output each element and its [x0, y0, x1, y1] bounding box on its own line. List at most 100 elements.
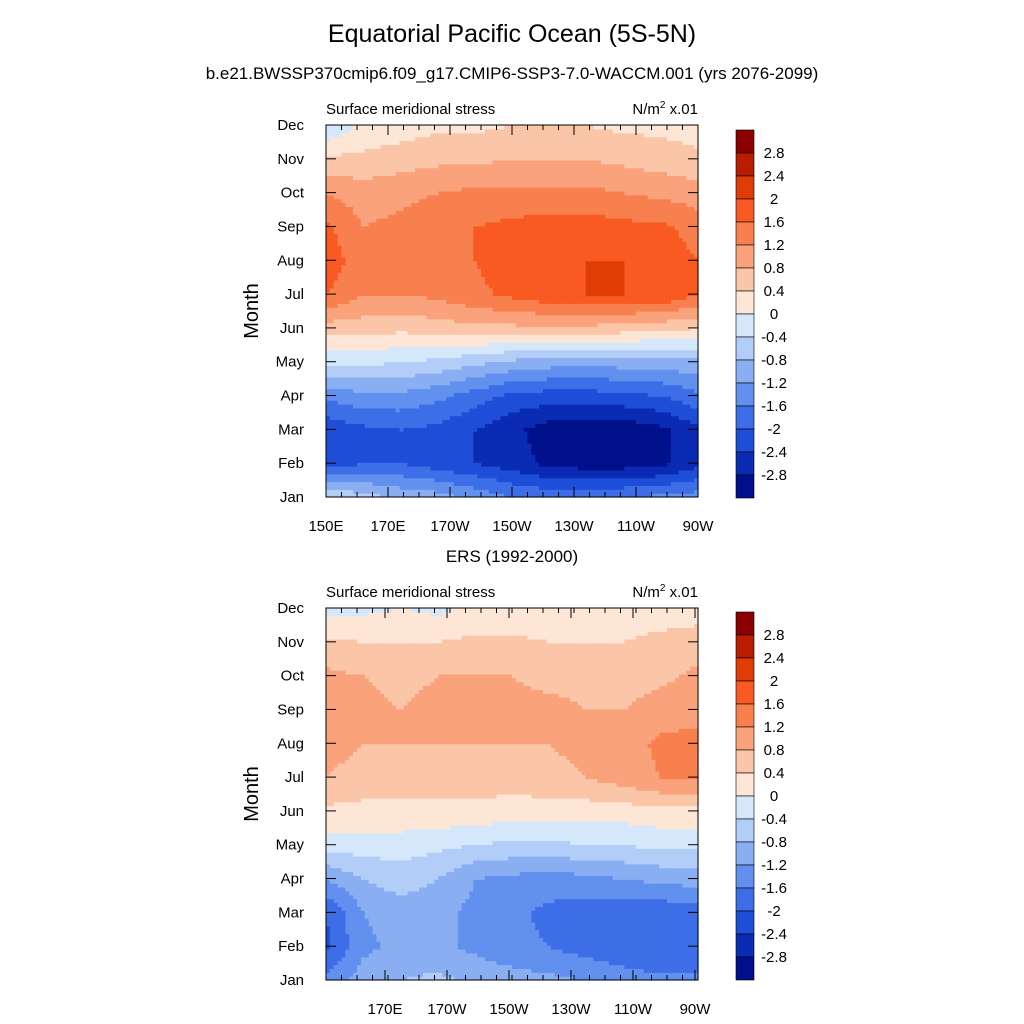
heatmap-cell — [427, 462, 431, 466]
heatmap-cell — [652, 412, 656, 416]
heatmap-cell — [512, 377, 516, 381]
heatmap-cell — [535, 427, 539, 431]
heatmap-cell — [400, 327, 404, 331]
heatmap-cell — [338, 443, 342, 447]
heatmap-cell — [357, 474, 361, 478]
heatmap-cell — [330, 416, 334, 420]
heatmap-cell — [590, 385, 594, 389]
heatmap-cell — [535, 365, 539, 369]
heatmap-cell — [477, 330, 481, 334]
heatmap-cell — [667, 400, 671, 404]
heatmap-cell — [450, 330, 454, 334]
heatmap-cell — [605, 338, 609, 342]
heatmap-cell — [365, 346, 369, 350]
heatmap-cell — [597, 307, 601, 311]
heatmap-cell — [593, 458, 597, 462]
heatmap-cell — [590, 420, 594, 424]
heatmap-cell — [361, 311, 365, 315]
heatmap-cell — [435, 423, 439, 427]
heatmap-cell — [485, 416, 489, 420]
heatmap-cell — [438, 338, 442, 342]
heatmap-cell — [392, 443, 396, 447]
heatmap-cell — [361, 423, 365, 427]
heatmap-cell — [531, 466, 535, 470]
heatmap-cell — [466, 338, 470, 342]
heatmap-cell — [342, 423, 346, 427]
heatmap-cell — [613, 338, 617, 342]
heatmap-cell — [686, 377, 690, 381]
heatmap-cell — [621, 323, 625, 327]
heatmap-cell — [454, 338, 458, 342]
heatmap-cell — [640, 420, 644, 424]
heatmap-cell — [628, 373, 632, 377]
heatmap-cell — [632, 435, 636, 439]
heatmap-cell — [423, 443, 427, 447]
heatmap-cell — [411, 311, 415, 315]
heatmap-cell — [504, 361, 508, 365]
heatmap-cell — [326, 420, 330, 424]
heatmap-cell — [652, 439, 656, 443]
heatmap-cell — [679, 358, 683, 362]
heatmap-cell — [539, 327, 543, 331]
heatmap-cell — [431, 361, 435, 365]
heatmap-cell — [617, 474, 621, 478]
heatmap-cell — [338, 361, 342, 365]
heatmap-cell — [559, 443, 563, 447]
heatmap-cell — [481, 311, 485, 315]
heatmap-cell — [427, 458, 431, 462]
heatmap-cell — [489, 319, 493, 323]
heatmap-cell — [485, 396, 489, 400]
heatmap-cell — [454, 334, 458, 338]
heatmap-cell — [326, 334, 330, 338]
heatmap-cell — [462, 354, 466, 358]
heatmap-cell — [547, 482, 551, 486]
heatmap-cell — [621, 462, 625, 466]
heatmap-cell — [450, 431, 454, 435]
heatmap-cell — [621, 466, 625, 470]
heatmap-cell — [531, 350, 535, 354]
heatmap-cell — [613, 361, 617, 365]
heatmap-cell — [663, 454, 667, 458]
heatmap-cell — [454, 482, 458, 486]
heatmap-cell — [396, 330, 400, 334]
heatmap-cell — [690, 458, 694, 462]
heatmap-cell — [504, 330, 508, 334]
heatmap-cell — [582, 404, 586, 408]
heatmap-cell — [380, 427, 384, 431]
heatmap-cell — [489, 420, 493, 424]
heatmap-cell — [667, 443, 671, 447]
heatmap-cell — [380, 354, 384, 358]
heatmap-cell — [636, 323, 640, 327]
heatmap-cell — [547, 330, 551, 334]
heatmap-cell — [481, 361, 485, 365]
heatmap-cell — [512, 342, 516, 346]
heatmap-cell — [326, 330, 330, 334]
heatmap-cell — [423, 408, 427, 412]
heatmap-cell — [415, 431, 419, 435]
heatmap-cell — [659, 327, 663, 331]
heatmap-cell — [442, 439, 446, 443]
heatmap-cell — [686, 365, 690, 369]
heatmap-cell — [667, 416, 671, 420]
heatmap-cell — [504, 319, 508, 323]
heatmap-cell — [655, 478, 659, 482]
heatmap-cell — [504, 431, 508, 435]
heatmap-cell — [593, 470, 597, 474]
heatmap-cell — [644, 389, 648, 393]
heatmap-cell — [686, 416, 690, 420]
heatmap-cell — [342, 489, 346, 493]
heatmap-cell — [454, 447, 458, 451]
heatmap-cell — [632, 299, 636, 303]
heatmap-cell — [473, 296, 477, 300]
heatmap-cell — [675, 354, 679, 358]
heatmap-cell — [578, 439, 582, 443]
heatmap-cell — [628, 342, 632, 346]
heatmap-cell — [543, 296, 547, 300]
heatmap-cell — [489, 416, 493, 420]
heatmap-cell — [574, 365, 578, 369]
heatmap-cell — [675, 307, 679, 311]
heatmap-cell — [388, 307, 392, 311]
heatmap-cell — [590, 354, 594, 358]
heatmap-cell — [531, 354, 535, 358]
heatmap-cell — [562, 427, 566, 431]
